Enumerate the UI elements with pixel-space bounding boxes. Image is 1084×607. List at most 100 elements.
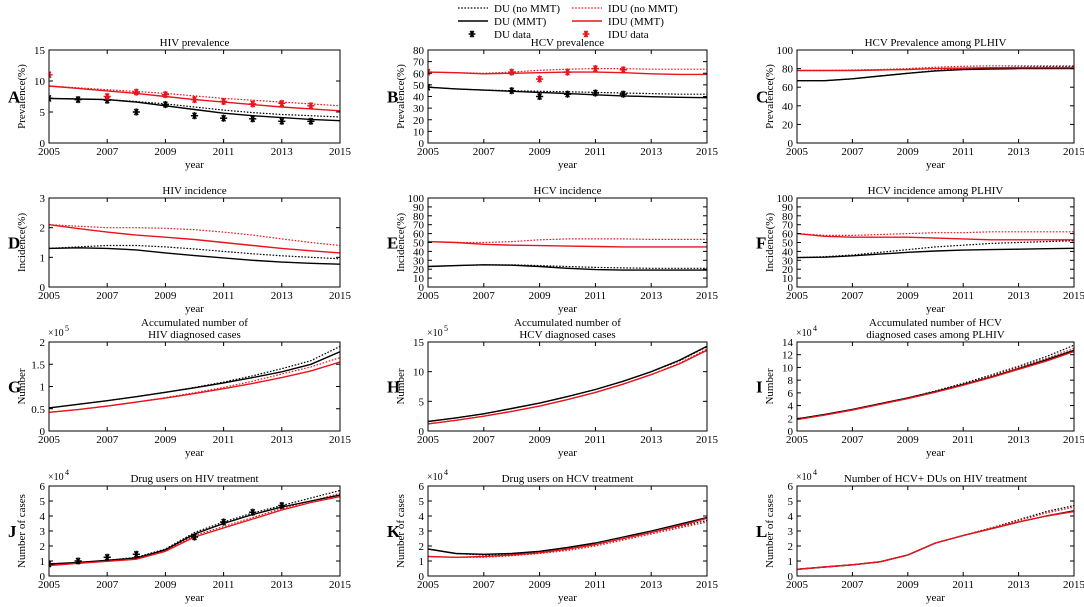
panel-letter: H <box>387 378 400 397</box>
axes-box <box>48 197 341 288</box>
x-tick-label: 2015 <box>696 579 719 591</box>
exponent-power: 4 <box>444 468 448 477</box>
x-tick-label: 2015 <box>1063 290 1084 302</box>
series-line <box>49 495 340 567</box>
x-tick-label: 2015 <box>696 146 719 158</box>
y-tick-label: 4 <box>788 401 794 413</box>
axis-exponent: ×10 5 <box>427 324 448 339</box>
data-point <box>190 112 199 120</box>
y-tick-label: 6 <box>788 481 794 493</box>
legend-item: DU (MMT) <box>458 16 547 28</box>
x-tick-label: 2009 <box>529 579 552 591</box>
y-tick-label: 0 <box>40 571 46 583</box>
x-tick-label: 2011 <box>213 579 235 591</box>
y-tick-label: 2 <box>419 541 425 553</box>
data-point <box>307 102 315 110</box>
data-point <box>428 68 432 76</box>
x-tick-label: 2009 <box>529 434 552 446</box>
series-line <box>797 67 1074 82</box>
data-point <box>249 508 257 516</box>
axes-box <box>796 485 1075 577</box>
series-line <box>49 345 340 409</box>
y-tick-label: 20 <box>413 115 425 127</box>
y-tick-label: 5 <box>40 496 46 508</box>
y-tick-label: 0 <box>40 282 46 294</box>
x-tick-label: 2013 <box>640 579 663 591</box>
data-point <box>249 115 257 123</box>
data-point <box>563 68 572 76</box>
y-tick-label: 0 <box>419 282 425 294</box>
series-line <box>49 244 340 260</box>
x-tick-label: 2005 <box>417 146 440 158</box>
data-point <box>591 64 599 73</box>
y-tick-label: 100 <box>777 45 794 57</box>
series-line <box>797 344 1074 420</box>
panel-a: 2005 2007 2009 2011 2013 2015 0 5 10 15 HIV preval… <box>8 37 352 171</box>
x-tick-label: 2009 <box>897 434 920 446</box>
y-axis-label: Prevalence(%) <box>764 64 776 129</box>
data-point <box>278 501 286 510</box>
x-tick-label: 2011 <box>585 434 607 446</box>
x-axis-label: year <box>558 159 577 171</box>
panel-title: HIV prevalence <box>160 37 230 49</box>
x-tick-label: 2015 <box>696 434 719 446</box>
x-tick-label: 2013 <box>640 146 663 158</box>
series-line <box>428 345 707 423</box>
series-line <box>49 224 340 247</box>
x-tick-label: 2005 <box>786 146 809 158</box>
plot-area <box>797 231 1074 259</box>
data-point <box>49 94 53 102</box>
panel-letter: D <box>8 234 20 253</box>
x-axis-label: year <box>926 159 945 171</box>
x-tick-label: 2009 <box>154 290 177 302</box>
x-axis-label: year <box>558 447 577 459</box>
y-tick-label: 80 <box>782 211 794 223</box>
x-tick-label: 2015 <box>1063 579 1084 591</box>
y-tick-label: 70 <box>413 57 425 69</box>
exponent-base: ×10 <box>427 472 443 483</box>
series-line <box>797 231 1074 236</box>
axes-box <box>48 49 341 144</box>
x-tick-label: 2009 <box>529 290 552 302</box>
y-tick-label: 100 <box>777 193 794 205</box>
x-tick-label: 2009 <box>897 290 920 302</box>
plot-area <box>797 65 1074 82</box>
x-tick-label: 2015 <box>329 434 352 446</box>
x-axis-label: year <box>185 592 204 604</box>
panel-title: HCV incidence <box>534 185 602 197</box>
y-tick-label: 20 <box>782 119 794 131</box>
y-tick-label: 70 <box>413 220 425 232</box>
y-axis-label: Number of cases <box>764 494 776 568</box>
y-tick-label: 0 <box>788 138 794 150</box>
series-line <box>428 238 707 244</box>
legend-label: DU (no MMT) <box>494 3 560 15</box>
x-tick-label: 2011 <box>213 146 235 158</box>
y-tick-label: 1 <box>788 556 794 568</box>
x-tick-label: 2013 <box>1008 434 1031 446</box>
x-tick-label: 2015 <box>329 290 352 302</box>
y-tick-label: 0 <box>419 138 425 150</box>
x-tick-label: 2007 <box>841 290 864 302</box>
series-line <box>797 504 1074 570</box>
panel-letter: L <box>756 522 767 541</box>
x-tick-label: 2007 <box>96 579 119 591</box>
x-tick-label: 2011 <box>952 290 974 302</box>
data-point <box>307 117 315 125</box>
panel-title: HCV diagnosed cases <box>519 329 615 341</box>
y-tick-label: 80 <box>782 64 794 76</box>
x-tick-label: 2007 <box>473 434 496 446</box>
x-tick-label: 2007 <box>841 146 864 158</box>
x-tick-label: 2007 <box>96 146 119 158</box>
x-tick-label: 2013 <box>1008 579 1031 591</box>
y-tick-label: 20 <box>413 264 425 276</box>
y-tick-label: 6 <box>40 481 46 493</box>
data-point <box>249 100 257 108</box>
y-tick-label: 3 <box>419 526 425 538</box>
y-tick-label: 50 <box>413 238 425 250</box>
panel-f: 2005 2007 2009 2011 2013 2015 0102030405060708… <box>756 185 1084 315</box>
exponent-base: ×10 <box>48 328 64 339</box>
data-point <box>220 114 228 122</box>
x-tick-label: 2005 <box>786 434 809 446</box>
y-axis-label: Number of cases <box>16 494 28 568</box>
